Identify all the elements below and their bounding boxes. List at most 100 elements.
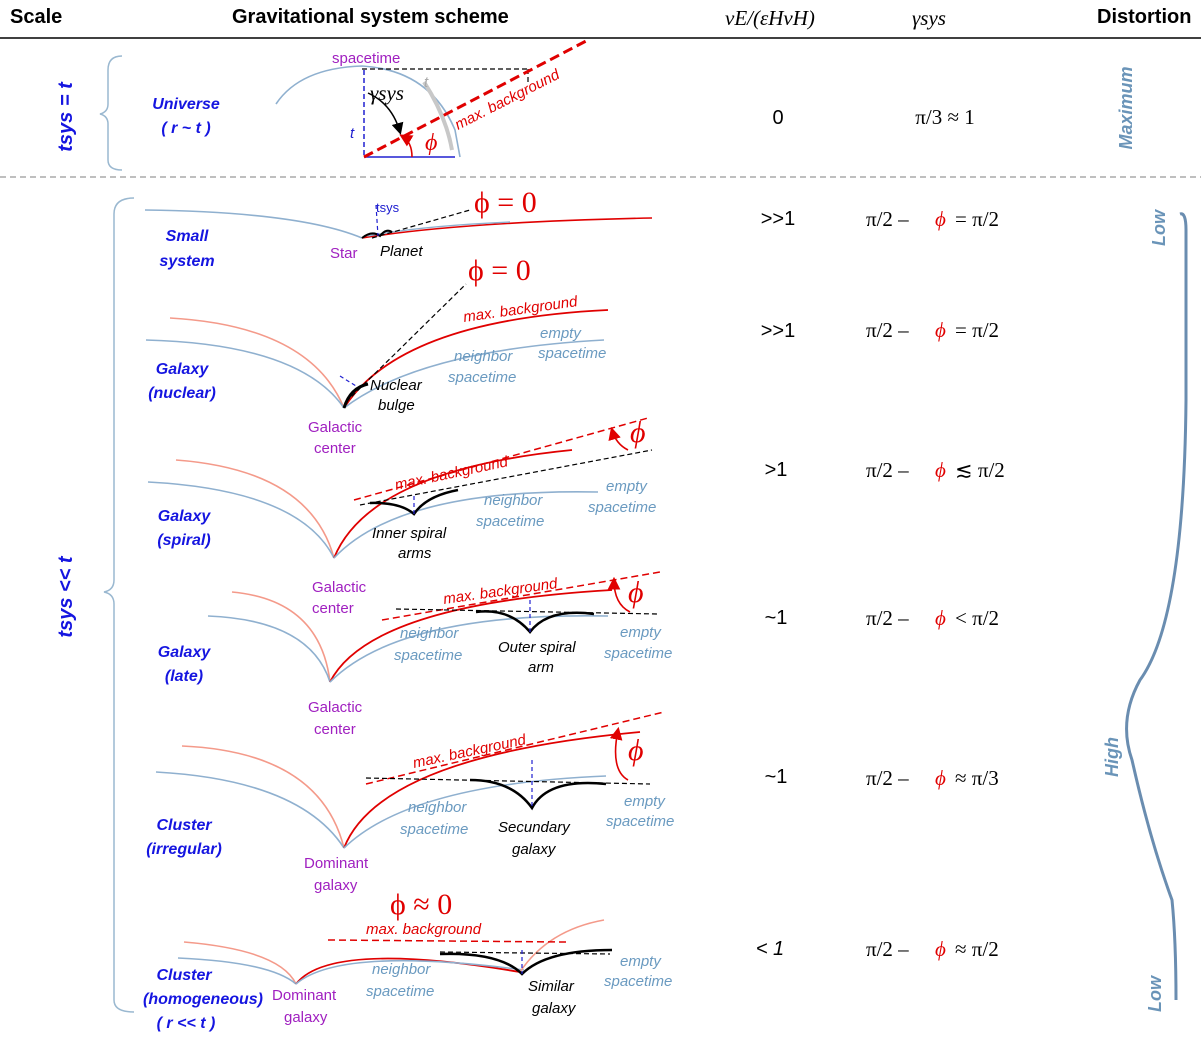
row-irregular-sub: (irregular) [146, 841, 222, 858]
scheme-cluster-irregular: ϕ max. background neighbor spacetime Sec… [155, 711, 674, 894]
label-neighbor-nuclear-1: neighbor [454, 348, 513, 365]
scheme-cluster-homogeneous: ϕ ≈ 0 max. background neighbor spacetime… [177, 888, 672, 1026]
label-galactic-center-1: Galactic [308, 419, 363, 436]
label-empty-irregular-1: empty [624, 793, 666, 810]
scheme-galaxy-nuclear: ϕ = 0 max. background empty spacetime ne… [145, 254, 609, 457]
scheme-small-system: tsys Star Planet ϕ = 0 [144, 186, 653, 262]
row-universe-name: Universe [152, 96, 220, 113]
header-distortion: Distortion [1097, 6, 1191, 28]
svg-text:π/2 –: π/2 – [866, 937, 909, 961]
scheme-universe: spacetime t t γsys ϕ max. background [275, 38, 589, 159]
header-scheme: Gravitational system scheme [232, 6, 509, 28]
distortion-low-top: Low [1149, 209, 1169, 246]
label-secundary-galaxy-1: Secundary [498, 819, 571, 836]
svg-text:ϕ: ϕ [935, 318, 946, 342]
label-star: Star [330, 245, 358, 262]
formula-irregular: π/2 – ϕ ≈ π/3 [866, 766, 999, 790]
header-gamma: γsys [912, 6, 946, 30]
svg-text:ϕ: ϕ [935, 606, 946, 630]
distortion-curve [1125, 212, 1188, 1001]
label-empty-nuclear-1: empty [540, 325, 582, 342]
row-spiral-sub: (spiral) [157, 532, 210, 549]
label-similar-galaxy-2: galaxy [532, 1000, 577, 1017]
label-neighbor-late-1: neighbor [400, 625, 459, 642]
label-galactic-center-2: center [314, 440, 356, 457]
label-max-bg-spiral: max. background [393, 453, 510, 494]
ratio-late: ~1 [765, 607, 788, 629]
distortion-low-bottom: Low [1145, 975, 1165, 1012]
label-empty-late-2: spacetime [604, 645, 672, 662]
distortion-high: High [1102, 737, 1122, 777]
svg-text:ϕ: ϕ [935, 207, 946, 231]
ratio-spiral: >1 [765, 459, 788, 481]
label-empty-spiral-2: spacetime [588, 499, 656, 516]
label-neighbor-irregular-1: neighbor [408, 799, 467, 816]
label-inner-arms-2: arms [398, 545, 432, 562]
distortion-maximum: Maximum [1116, 66, 1136, 149]
label-galactic-center-late-4: center [314, 721, 356, 738]
label-empty-late-1: empty [620, 624, 662, 641]
label-phi-spiral: ϕ [630, 416, 646, 449]
svg-text:π/2 –: π/2 – [866, 207, 909, 231]
label-outer-arm-2: arm [528, 659, 554, 676]
label-empty-nuclear-2: spacetime [538, 345, 606, 362]
row-homogeneous-name: Cluster [156, 967, 212, 984]
label-galactic-center-late-1: Galactic [312, 579, 367, 596]
formula-universe: π/3 ≈ 1 [915, 105, 974, 129]
label-neighbor-homo-1: neighbor [372, 961, 431, 978]
label-neighbor-late-2: spacetime [394, 647, 462, 664]
scheme-galaxy-late: ϕ max. background Galactic center neighb… [207, 571, 672, 738]
label-phi-zero-nuclear: ϕ = 0 [468, 254, 531, 287]
label-neighbor-homo-2: spacetime [366, 983, 434, 1000]
formula-late: π/2 – ϕ < π/2 [866, 606, 999, 630]
label-t-arc: t [424, 74, 429, 91]
ratio-universe: 0 [772, 107, 783, 129]
svg-text:ϕ: ϕ [935, 458, 946, 482]
label-inner-arms-1: Inner spiral [372, 525, 447, 542]
label-phi-irregular: ϕ [628, 734, 644, 767]
formula-small: π/2 – ϕ = π/2 [866, 207, 999, 231]
scale-label-bottom: tsys << t [55, 555, 77, 638]
label-dominant-galaxy-homo-2: galaxy [284, 1009, 328, 1026]
scale-brace-top [99, 55, 123, 171]
ratio-irregular: ~1 [765, 766, 788, 788]
svg-text:π/2 –: π/2 – [866, 766, 909, 790]
label-max-bg-homogeneous: max. background [366, 921, 482, 938]
row-late-sub: (late) [165, 668, 203, 685]
svg-text:ϕ: ϕ [935, 766, 946, 790]
header-ratio: vE/(εHvH) [725, 6, 815, 30]
label-galactic-center-late-3: Galactic [308, 699, 363, 716]
label-empty-irregular-2: spacetime [606, 813, 674, 830]
svg-text:≲ π/2: ≲ π/2 [955, 458, 1005, 482]
formula-spiral: π/2 – ϕ ≲ π/2 [866, 458, 1005, 482]
label-nuclear-bulge-2: bulge [378, 397, 415, 414]
formula-homogeneous: π/2 – ϕ ≈ π/2 [866, 937, 999, 961]
label-dominant-galaxy-homo-1: Dominant [272, 987, 337, 1004]
label-neighbor-irregular-2: spacetime [400, 821, 468, 838]
label-t-axis: t [350, 125, 355, 142]
svg-text:π/2 –: π/2 – [866, 318, 909, 342]
row-homogeneous-sub: (homogeneous) [143, 991, 263, 1008]
label-gamma-sys: γsys [370, 81, 404, 105]
ratio-small: >>1 [761, 208, 795, 230]
row-irregular-name: Cluster [156, 817, 212, 834]
label-galactic-center-late-2: center [312, 600, 354, 617]
label-phi-late: ϕ [628, 576, 644, 609]
svg-text:= π/2: = π/2 [955, 207, 999, 231]
label-max-bg-universe: max. background [452, 66, 563, 134]
ratio-homogeneous: < 1 [756, 938, 784, 960]
label-empty-homo-2: spacetime [604, 973, 672, 990]
row-small-name: Small [166, 228, 209, 245]
label-empty-spiral-1: empty [606, 478, 648, 495]
label-dominant-galaxy-irr-1: Dominant [304, 855, 369, 872]
row-nuclear-name: Galaxy [156, 361, 210, 378]
scale-brace-bottom [103, 197, 135, 1013]
label-neighbor-nuclear-2: spacetime [448, 369, 516, 386]
label-empty-homo-1: empty [620, 953, 662, 970]
row-spiral-name: Galaxy [158, 508, 212, 525]
row-small-sub: system [159, 253, 214, 270]
label-outer-arm-1: Outer spiral [498, 639, 576, 656]
svg-text:< π/2: < π/2 [955, 606, 999, 630]
svg-text:= π/2: = π/2 [955, 318, 999, 342]
